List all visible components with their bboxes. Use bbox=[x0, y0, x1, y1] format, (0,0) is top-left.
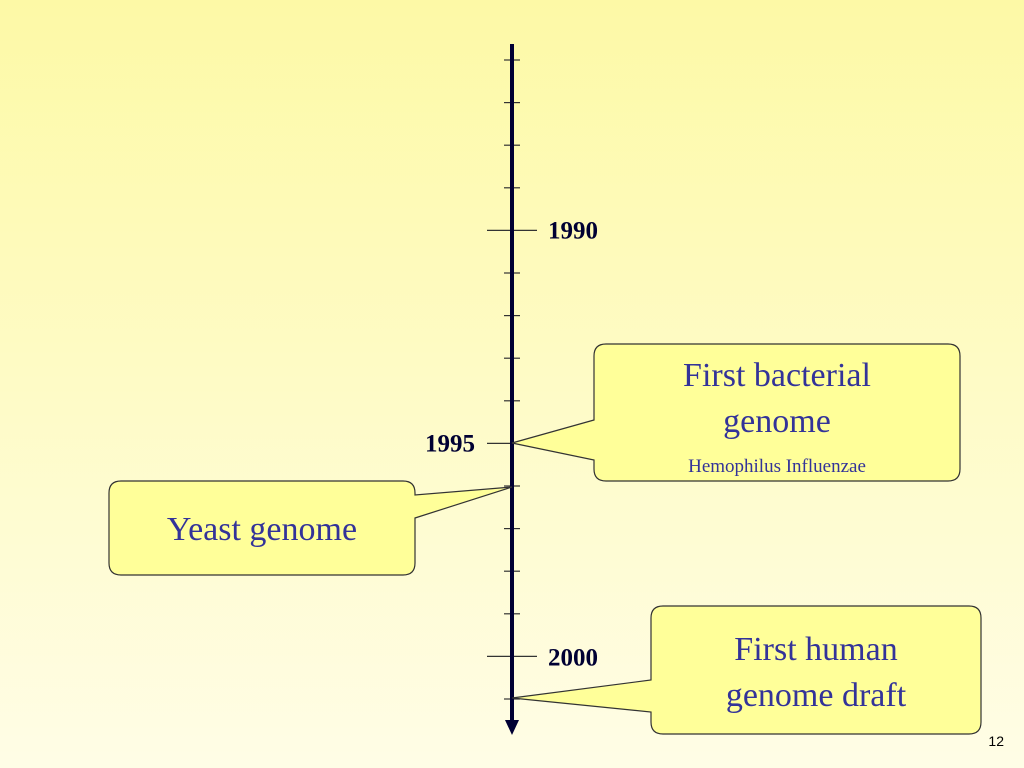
callout-text: genome bbox=[723, 403, 831, 440]
callout-box bbox=[108, 480, 513, 576]
slide-number: 12 bbox=[988, 733, 1004, 749]
callout-text: First bacterial bbox=[683, 357, 871, 394]
callout-box bbox=[511, 343, 961, 482]
timeline-arrow bbox=[505, 720, 519, 735]
callout-box bbox=[511, 605, 982, 735]
callout-text: First human bbox=[734, 631, 897, 668]
year-label: 1995 bbox=[425, 431, 475, 458]
callout-text: genome draft bbox=[726, 677, 907, 714]
year-label: 2000 bbox=[548, 645, 598, 672]
callout-text: Yeast genome bbox=[167, 511, 357, 548]
callout-note: Hemophilus Influenzae bbox=[688, 456, 866, 477]
year-label: 1990 bbox=[548, 218, 598, 245]
